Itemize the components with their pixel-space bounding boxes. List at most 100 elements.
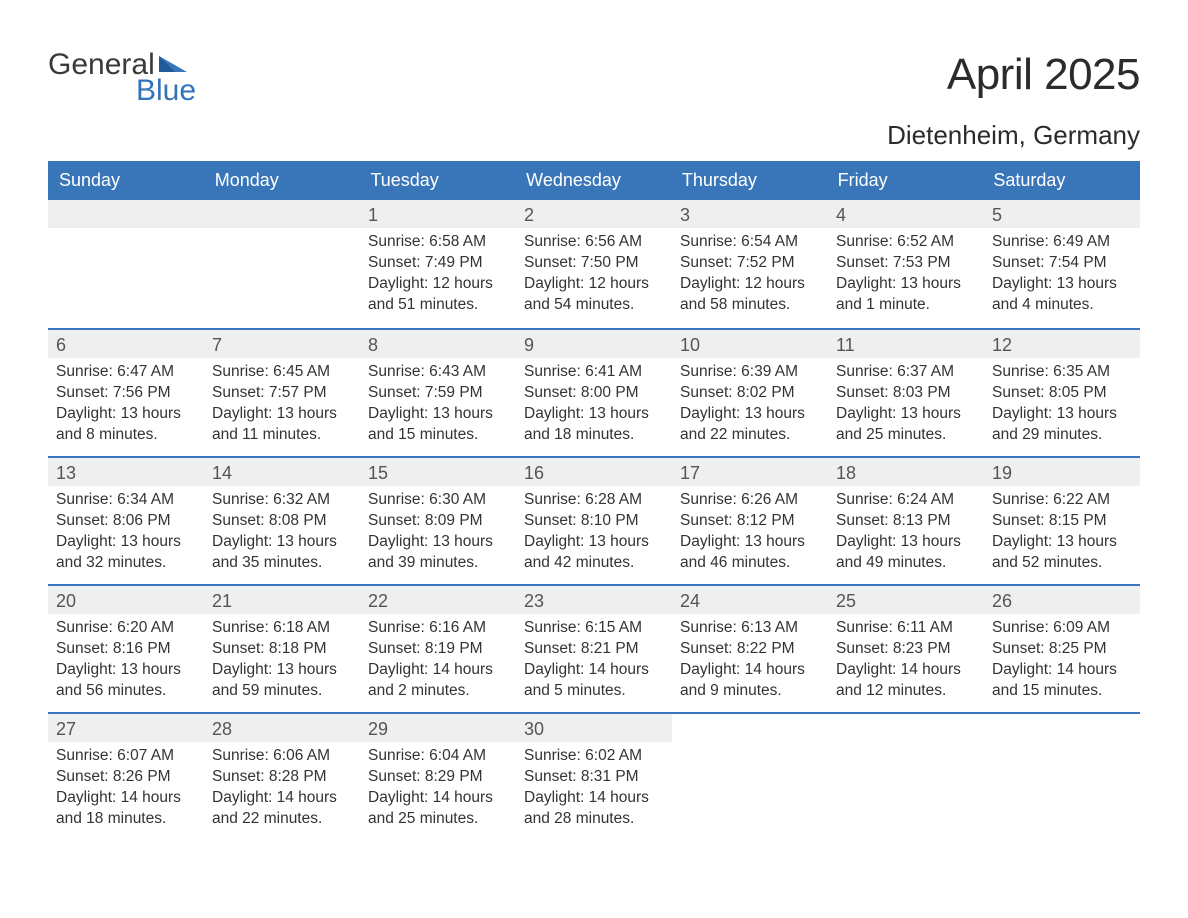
daylight-line2: and 15 minutes. — [368, 425, 508, 446]
cell-body: Sunrise: 6:54 AMSunset: 7:52 PMDaylight:… — [672, 228, 828, 326]
calendar-cell: 29Sunrise: 6:04 AMSunset: 8:29 PMDayligh… — [360, 714, 516, 840]
sunrise-text: Sunrise: 6:02 AM — [524, 746, 664, 767]
day-number: 3 — [672, 200, 828, 228]
sunrise-text: Sunrise: 6:18 AM — [212, 618, 352, 639]
calendar-cell — [204, 200, 360, 328]
sunset-text: Sunset: 8:22 PM — [680, 639, 820, 660]
daylight-line2: and 1 minute. — [836, 295, 976, 316]
daylight-line2: and 18 minutes. — [524, 425, 664, 446]
daylight-line1: Daylight: 14 hours — [524, 788, 664, 809]
day-number: 15 — [360, 458, 516, 486]
day-number: 11 — [828, 330, 984, 358]
daylight-line2: and 59 minutes. — [212, 681, 352, 702]
day-number: 18 — [828, 458, 984, 486]
calendar-cell: 19Sunrise: 6:22 AMSunset: 8:15 PMDayligh… — [984, 458, 1140, 584]
sunrise-text: Sunrise: 6:39 AM — [680, 362, 820, 383]
cell-body: Sunrise: 6:45 AMSunset: 7:57 PMDaylight:… — [204, 358, 360, 456]
cell-body: Sunrise: 6:52 AMSunset: 7:53 PMDaylight:… — [828, 228, 984, 326]
cell-body: Sunrise: 6:41 AMSunset: 8:00 PMDaylight:… — [516, 358, 672, 456]
calendar-cell: 16Sunrise: 6:28 AMSunset: 8:10 PMDayligh… — [516, 458, 672, 584]
weeks-container: 1Sunrise: 6:58 AMSunset: 7:49 PMDaylight… — [48, 200, 1140, 840]
daylight-line2: and 29 minutes. — [992, 425, 1132, 446]
daylight-line2: and 25 minutes. — [836, 425, 976, 446]
sunrise-text: Sunrise: 6:22 AM — [992, 490, 1132, 511]
day-number: 6 — [48, 330, 204, 358]
calendar-cell: 15Sunrise: 6:30 AMSunset: 8:09 PMDayligh… — [360, 458, 516, 584]
cell-body: Sunrise: 6:56 AMSunset: 7:50 PMDaylight:… — [516, 228, 672, 326]
sunrise-text: Sunrise: 6:47 AM — [56, 362, 196, 383]
sunset-text: Sunset: 8:25 PM — [992, 639, 1132, 660]
sunrise-text: Sunrise: 6:24 AM — [836, 490, 976, 511]
daylight-line1: Daylight: 13 hours — [992, 532, 1132, 553]
daylight-line1: Daylight: 13 hours — [836, 532, 976, 553]
daylight-line1: Daylight: 13 hours — [524, 404, 664, 425]
daylight-line2: and 25 minutes. — [368, 809, 508, 830]
calendar-cell: 10Sunrise: 6:39 AMSunset: 8:02 PMDayligh… — [672, 330, 828, 456]
sunrise-text: Sunrise: 6:43 AM — [368, 362, 508, 383]
cell-body: Sunrise: 6:11 AMSunset: 8:23 PMDaylight:… — [828, 614, 984, 712]
daylight-line1: Daylight: 13 hours — [56, 404, 196, 425]
sunrise-text: Sunrise: 6:15 AM — [524, 618, 664, 639]
cell-body: Sunrise: 6:37 AMSunset: 8:03 PMDaylight:… — [828, 358, 984, 456]
calendar-cell: 14Sunrise: 6:32 AMSunset: 8:08 PMDayligh… — [204, 458, 360, 584]
calendar-cell: 30Sunrise: 6:02 AMSunset: 8:31 PMDayligh… — [516, 714, 672, 840]
daylight-line2: and 49 minutes. — [836, 553, 976, 574]
daylight-line1: Daylight: 13 hours — [368, 532, 508, 553]
dayhead-thu: Thursday — [672, 162, 828, 199]
sunset-text: Sunset: 7:50 PM — [524, 253, 664, 274]
daylight-line1: Daylight: 14 hours — [836, 660, 976, 681]
cell-body: Sunrise: 6:28 AMSunset: 8:10 PMDaylight:… — [516, 486, 672, 584]
week-row: 20Sunrise: 6:20 AMSunset: 8:16 PMDayligh… — [48, 584, 1140, 712]
calendar-cell: 22Sunrise: 6:16 AMSunset: 8:19 PMDayligh… — [360, 586, 516, 712]
daylight-line2: and 35 minutes. — [212, 553, 352, 574]
sunrise-text: Sunrise: 6:56 AM — [524, 232, 664, 253]
cell-body: Sunrise: 6:20 AMSunset: 8:16 PMDaylight:… — [48, 614, 204, 712]
calendar-cell: 24Sunrise: 6:13 AMSunset: 8:22 PMDayligh… — [672, 586, 828, 712]
calendar-cell: 20Sunrise: 6:20 AMSunset: 8:16 PMDayligh… — [48, 586, 204, 712]
cell-body: Sunrise: 6:43 AMSunset: 7:59 PMDaylight:… — [360, 358, 516, 456]
dayhead-tue: Tuesday — [360, 162, 516, 199]
sunrise-text: Sunrise: 6:58 AM — [368, 232, 508, 253]
day-number: 4 — [828, 200, 984, 228]
cell-body: Sunrise: 6:18 AMSunset: 8:18 PMDaylight:… — [204, 614, 360, 712]
day-number: 19 — [984, 458, 1140, 486]
sunrise-text: Sunrise: 6:13 AM — [680, 618, 820, 639]
sunset-text: Sunset: 8:03 PM — [836, 383, 976, 404]
daylight-line1: Daylight: 13 hours — [212, 532, 352, 553]
daylight-line1: Daylight: 13 hours — [212, 404, 352, 425]
daylight-line2: and 22 minutes. — [680, 425, 820, 446]
sunrise-text: Sunrise: 6:49 AM — [992, 232, 1132, 253]
day-header-row: Sunday Monday Tuesday Wednesday Thursday… — [48, 161, 1140, 200]
cell-body: Sunrise: 6:16 AMSunset: 8:19 PMDaylight:… — [360, 614, 516, 712]
sunset-text: Sunset: 7:52 PM — [680, 253, 820, 274]
sunrise-text: Sunrise: 6:52 AM — [836, 232, 976, 253]
calendar-cell: 21Sunrise: 6:18 AMSunset: 8:18 PMDayligh… — [204, 586, 360, 712]
day-number: 29 — [360, 714, 516, 742]
daylight-line1: Daylight: 14 hours — [56, 788, 196, 809]
day-number: 10 — [672, 330, 828, 358]
daylight-line1: Daylight: 14 hours — [368, 660, 508, 681]
daylight-line1: Daylight: 14 hours — [368, 788, 508, 809]
day-number: 14 — [204, 458, 360, 486]
daylight-line2: and 8 minutes. — [56, 425, 196, 446]
sunset-text: Sunset: 7:53 PM — [836, 253, 976, 274]
sunrise-text: Sunrise: 6:54 AM — [680, 232, 820, 253]
daylight-line2: and 56 minutes. — [56, 681, 196, 702]
sunrise-text: Sunrise: 6:28 AM — [524, 490, 664, 511]
location: Dietenheim, Germany — [48, 120, 1140, 151]
daylight-line2: and 18 minutes. — [56, 809, 196, 830]
day-number: 25 — [828, 586, 984, 614]
sunrise-text: Sunrise: 6:07 AM — [56, 746, 196, 767]
week-row: 6Sunrise: 6:47 AMSunset: 7:56 PMDaylight… — [48, 328, 1140, 456]
sunset-text: Sunset: 7:57 PM — [212, 383, 352, 404]
daylight-line2: and 22 minutes. — [212, 809, 352, 830]
daylight-line2: and 51 minutes. — [368, 295, 508, 316]
daylight-line1: Daylight: 12 hours — [524, 274, 664, 295]
sunset-text: Sunset: 7:49 PM — [368, 253, 508, 274]
week-row: 27Sunrise: 6:07 AMSunset: 8:26 PMDayligh… — [48, 712, 1140, 840]
cell-body: Sunrise: 6:09 AMSunset: 8:25 PMDaylight:… — [984, 614, 1140, 712]
calendar-cell: 1Sunrise: 6:58 AMSunset: 7:49 PMDaylight… — [360, 200, 516, 328]
sunset-text: Sunset: 8:29 PM — [368, 767, 508, 788]
sunset-text: Sunset: 7:54 PM — [992, 253, 1132, 274]
daylight-line2: and 39 minutes. — [368, 553, 508, 574]
